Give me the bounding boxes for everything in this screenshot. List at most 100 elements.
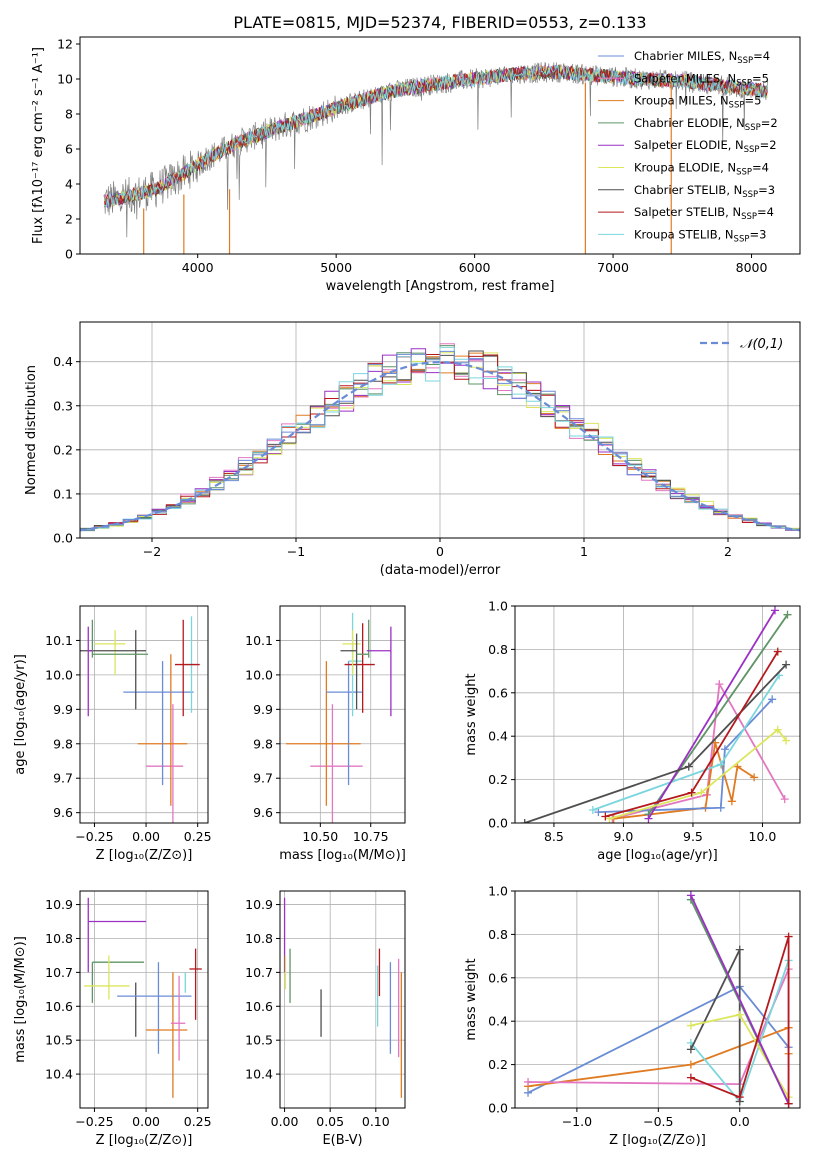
weight-point-marker — [687, 788, 696, 797]
weight-point-marker — [735, 1093, 744, 1102]
plot-layer: 4000 5000 6000 7000 8000024681012wavelength … — [13, 36, 801, 1148]
legend-label: Chabrier MILES, N — [634, 49, 737, 63]
legend-subscript: SSP — [741, 212, 757, 222]
legend-subscript: SSP — [745, 123, 761, 133]
legend-subscript: SSP — [737, 56, 753, 66]
y-tick-label: 0.3 — [53, 398, 73, 413]
y-tick-label: 0.6 — [488, 685, 508, 700]
x-tick-label: 0.25 — [184, 829, 212, 844]
x-tick-label: 0.00 — [132, 1114, 160, 1129]
legend-subscript: SSP — [736, 168, 752, 178]
legend-subscript: SSP — [744, 145, 760, 155]
y-tick-label: 0.8 — [488, 642, 508, 657]
y-tick-label: 12 — [57, 37, 73, 52]
age_vs_Z-frame: −0.25 0.00 0.25 9.6 9.7 9.8 9.9 10.0 10.1 Z [log₁… — [13, 605, 212, 863]
legend-label: Kroupa ELODIE, N — [634, 161, 736, 175]
y-tick-label: 10.7 — [45, 965, 73, 980]
weight-point-marker — [735, 1010, 744, 1019]
y-tick-label: 10.4 — [245, 1067, 273, 1082]
figure-title: PLATE=0815, MJD=52374, FIBERID=0553, z=0… — [233, 13, 646, 32]
legend-entry: Kroupa MILES, NSSP=5 — [634, 94, 761, 111]
legend-label: Salpeter MILES, N — [634, 71, 736, 85]
weight-point-marker — [601, 812, 610, 821]
legend-entry: Kroupa STELIB, NSSP=3 — [634, 227, 766, 244]
weight-point-marker — [520, 819, 529, 823]
age_vs_mass-frame: 10.50 10.75 9.6 9.7 9.8 9.9 10.0 10.1 mass [log₁… — [245, 605, 406, 863]
y-axis-label: age [log₁₀(age/yr)] — [13, 654, 28, 775]
x-tick-label: 0.00 — [132, 829, 160, 844]
weight-point-marker — [588, 805, 597, 814]
x-axis-label: Z [log₁₀(Z/Z⊙)] — [96, 1133, 193, 1148]
y-tick-label: 0.2 — [488, 772, 508, 787]
y-tick-label: 0.8 — [488, 927, 508, 942]
weight-point-marker — [686, 891, 695, 900]
legend-subscript: SSP — [736, 78, 752, 88]
legend-label: Salpeter ELODIE, N — [634, 138, 744, 152]
weight_vs_Z-frame: −1.0 −0.5 0.0 0.0 0.2 0.4 0.6 0.8 1.0 Z [log₁₀(Z/… — [464, 884, 801, 1148]
spectrum-frame: 4000 5000 6000 7000 8000 0 2 4 6 8 10 12 wavelength … — [31, 36, 801, 294]
legend-label: Kroupa MILES, N — [634, 94, 729, 108]
age_vs_Z-axes — [80, 606, 208, 823]
y-tick-label: 10.6 — [245, 999, 273, 1014]
weight-series-line — [690, 936, 790, 1104]
y-tick-label: 10.4 — [45, 1067, 73, 1082]
weight-point-marker — [784, 932, 793, 941]
mass_vs_EBV-marks — [283, 897, 403, 1098]
y-tick-label: 0.1 — [53, 486, 73, 501]
mass_vs_EBV-frame: 0.00 0.05 0.10 10.4 10.5 10.6 10.7 10.8 10.9 E(B-… — [245, 890, 406, 1148]
x-tick-label: 0.25 — [184, 1114, 212, 1129]
y-axis-label: Normed distribution — [24, 365, 39, 495]
legend-value: =4 — [752, 161, 769, 175]
y-tick-label: 10.5 — [45, 1033, 73, 1048]
y-tick-label: 8 — [65, 107, 73, 122]
legend-label: Salpeter STELIB, N — [634, 205, 741, 219]
plot-frame — [79, 890, 209, 1109]
x-tick-label: 8.5 — [544, 829, 564, 844]
y-tick-label: 10.6 — [45, 999, 73, 1014]
weight-point-marker — [686, 1073, 695, 1082]
x-tick-label: 0.00 — [271, 1114, 299, 1129]
y-tick-label: 0.2 — [488, 1057, 508, 1072]
y-tick-label: 0.4 — [53, 354, 73, 369]
weight-series-line — [690, 949, 741, 1102]
legend-entry: 𝒩(0,1) — [740, 337, 783, 352]
plot-frame — [279, 605, 406, 824]
residuals-frame: −2 −1 0 1 2 0.0 0.1 0.2 0.3 0.4 (data-model)/error… — [24, 321, 801, 578]
weight_vs_Z-axes — [515, 890, 800, 1109]
y-tick-label: 10.8 — [245, 931, 273, 946]
x-axis-label: (data-model)/error — [380, 563, 501, 578]
y-tick-label: 0.4 — [488, 729, 508, 744]
legend-subscript: SSP — [729, 101, 745, 111]
legend-value: =5 — [752, 71, 769, 85]
x-tick-label: −1.0 — [562, 1114, 592, 1129]
weight-point-marker — [768, 695, 777, 704]
plot-frame — [514, 605, 801, 824]
y-tick-label: 0.0 — [488, 1101, 508, 1116]
weight-series-line — [598, 698, 773, 813]
y-tick-label: 10.8 — [45, 931, 73, 946]
x-axis-label: age [log₁₀(age/yr)] — [597, 848, 718, 863]
weight-point-marker — [750, 773, 759, 782]
legend-subscript: SSP — [742, 190, 758, 200]
x-tick-label: 5000 — [320, 260, 352, 275]
legend-entry: Kroupa ELODIE, NSSP=4 — [634, 161, 769, 178]
y-tick-label: 10.1 — [245, 633, 273, 648]
weight_vs_age-frame: 8.5 9.0 9.5 10.0 0.0 0.2 0.4 0.6 0.8 1.0 age [log₁… — [464, 599, 801, 863]
plot-frame — [79, 36, 801, 255]
plot-frame — [279, 890, 406, 1109]
legend-value: =5 — [744, 94, 761, 108]
weight-point-marker — [782, 660, 791, 669]
legend-entry: Chabrier STELIB, NSSP=3 — [634, 183, 775, 200]
age_vs_mass-axes — [280, 606, 405, 823]
weight-point-marker — [715, 680, 724, 689]
weight-point-marker — [594, 808, 603, 817]
age_vs_Z-marks — [80, 616, 200, 823]
legend-label: Chabrier ELODIE, N — [634, 116, 745, 130]
x-axis-label: Z [log₁₀(Z/Z⊙)] — [96, 848, 193, 863]
y-axis-label: Flux [fλ10⁻¹⁷ erg cm⁻² s⁻¹ A⁻¹] — [31, 47, 46, 244]
x-axis-label: wavelength [Angstrom, rest frame] — [326, 279, 555, 294]
weight-series-line — [647, 609, 776, 820]
weight-point-marker — [780, 795, 789, 804]
y-tick-label: 9.8 — [53, 736, 73, 751]
